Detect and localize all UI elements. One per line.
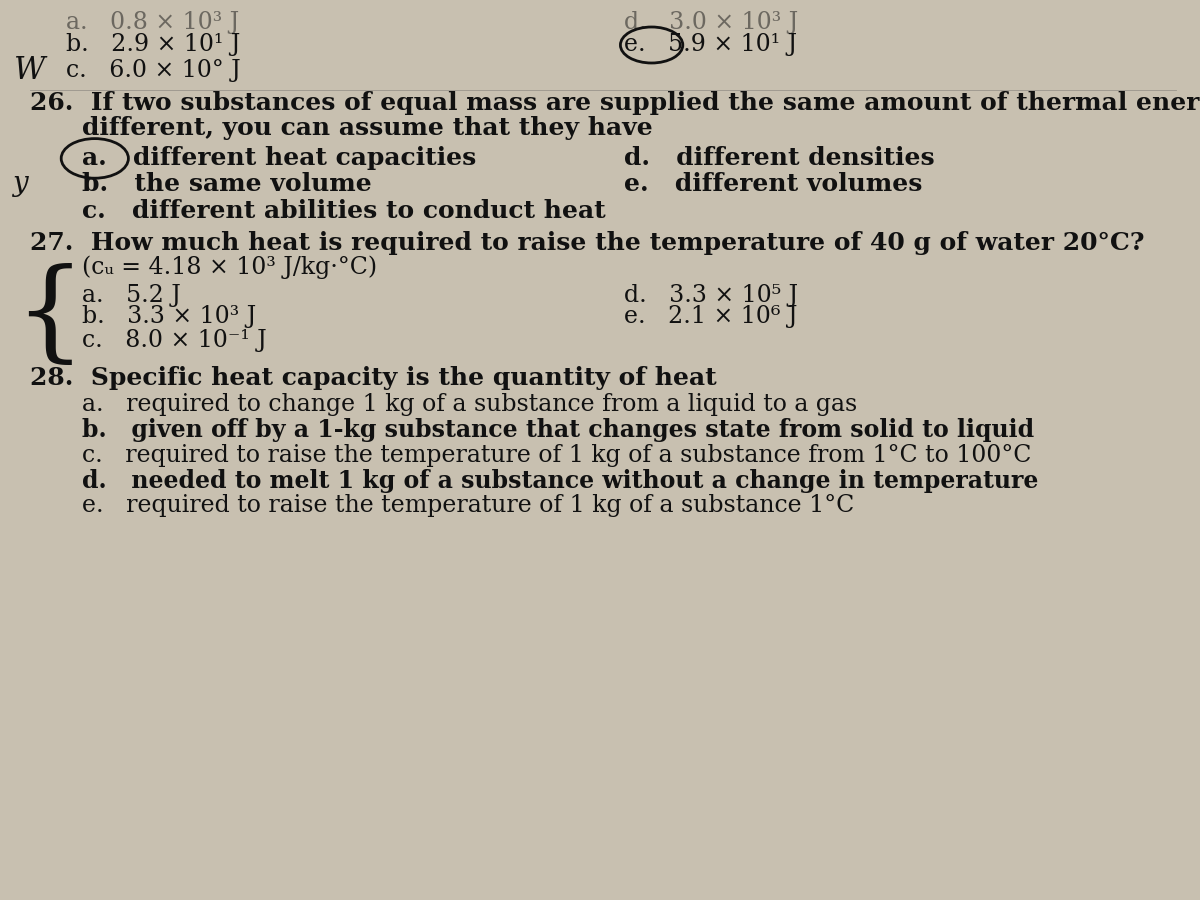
Text: {: { bbox=[14, 264, 85, 370]
Text: 27.  How much heat is required to raise the temperature of 40 g of water 20°C?: 27. How much heat is required to raise t… bbox=[30, 231, 1145, 255]
Text: y: y bbox=[12, 170, 28, 197]
Text: b.   2.9 × 10¹ J: b. 2.9 × 10¹ J bbox=[66, 33, 240, 57]
Text: e.   required to raise the temperature of 1 kg of a substance 1°C: e. required to raise the temperature of … bbox=[82, 494, 854, 518]
Text: d.   needed to melt 1 kg of a substance without a change in temperature: d. needed to melt 1 kg of a substance wi… bbox=[82, 469, 1038, 492]
Text: c.   6.0 × 10° J: c. 6.0 × 10° J bbox=[66, 58, 241, 82]
Text: d.   3.3 × 10⁵ J: d. 3.3 × 10⁵ J bbox=[624, 284, 798, 307]
Text: a.   5.2 J: a. 5.2 J bbox=[82, 284, 180, 307]
Text: 28.  Specific heat capacity is the quantity of heat: 28. Specific heat capacity is the quanti… bbox=[30, 366, 716, 390]
Text: a.   0.8 × 10³ J: a. 0.8 × 10³ J bbox=[66, 11, 239, 34]
Text: a.   required to change 1 kg of a substance from a liquid to a gas: a. required to change 1 kg of a substanc… bbox=[82, 393, 857, 417]
Text: b.   given off by a 1-kg substance that changes state from solid to liquid: b. given off by a 1-kg substance that ch… bbox=[82, 418, 1033, 442]
Text: a.   different heat capacities: a. different heat capacities bbox=[82, 147, 476, 170]
Text: e.   5.9 × 10¹ J: e. 5.9 × 10¹ J bbox=[624, 33, 797, 57]
Text: c.   8.0 × 10⁻¹ J: c. 8.0 × 10⁻¹ J bbox=[82, 328, 266, 352]
Text: different, you can assume that they have: different, you can assume that they have bbox=[82, 116, 653, 140]
Text: 26.  If two substances of equal mass are supplied the same amount of thermal ene: 26. If two substances of equal mass are … bbox=[30, 91, 1200, 114]
Text: e.   different volumes: e. different volumes bbox=[624, 172, 923, 195]
Text: (cᵤ = 4.18 × 10³ J/kg·°C): (cᵤ = 4.18 × 10³ J/kg·°C) bbox=[82, 256, 377, 279]
Text: d.   different densities: d. different densities bbox=[624, 147, 935, 170]
Text: W: W bbox=[14, 55, 46, 86]
Text: c.   different abilities to conduct heat: c. different abilities to conduct heat bbox=[82, 199, 605, 222]
Text: c.   required to raise the temperature of 1 kg of a substance from 1°C to 100°C: c. required to raise the temperature of … bbox=[82, 444, 1031, 467]
Text: d.   3.0 × 10³ J: d. 3.0 × 10³ J bbox=[624, 11, 798, 34]
Text: e.   2.1 × 10⁶ J: e. 2.1 × 10⁶ J bbox=[624, 305, 798, 328]
Text: b.   3.3 × 10³ J: b. 3.3 × 10³ J bbox=[82, 305, 256, 328]
Text: b.   the same volume: b. the same volume bbox=[82, 172, 371, 195]
